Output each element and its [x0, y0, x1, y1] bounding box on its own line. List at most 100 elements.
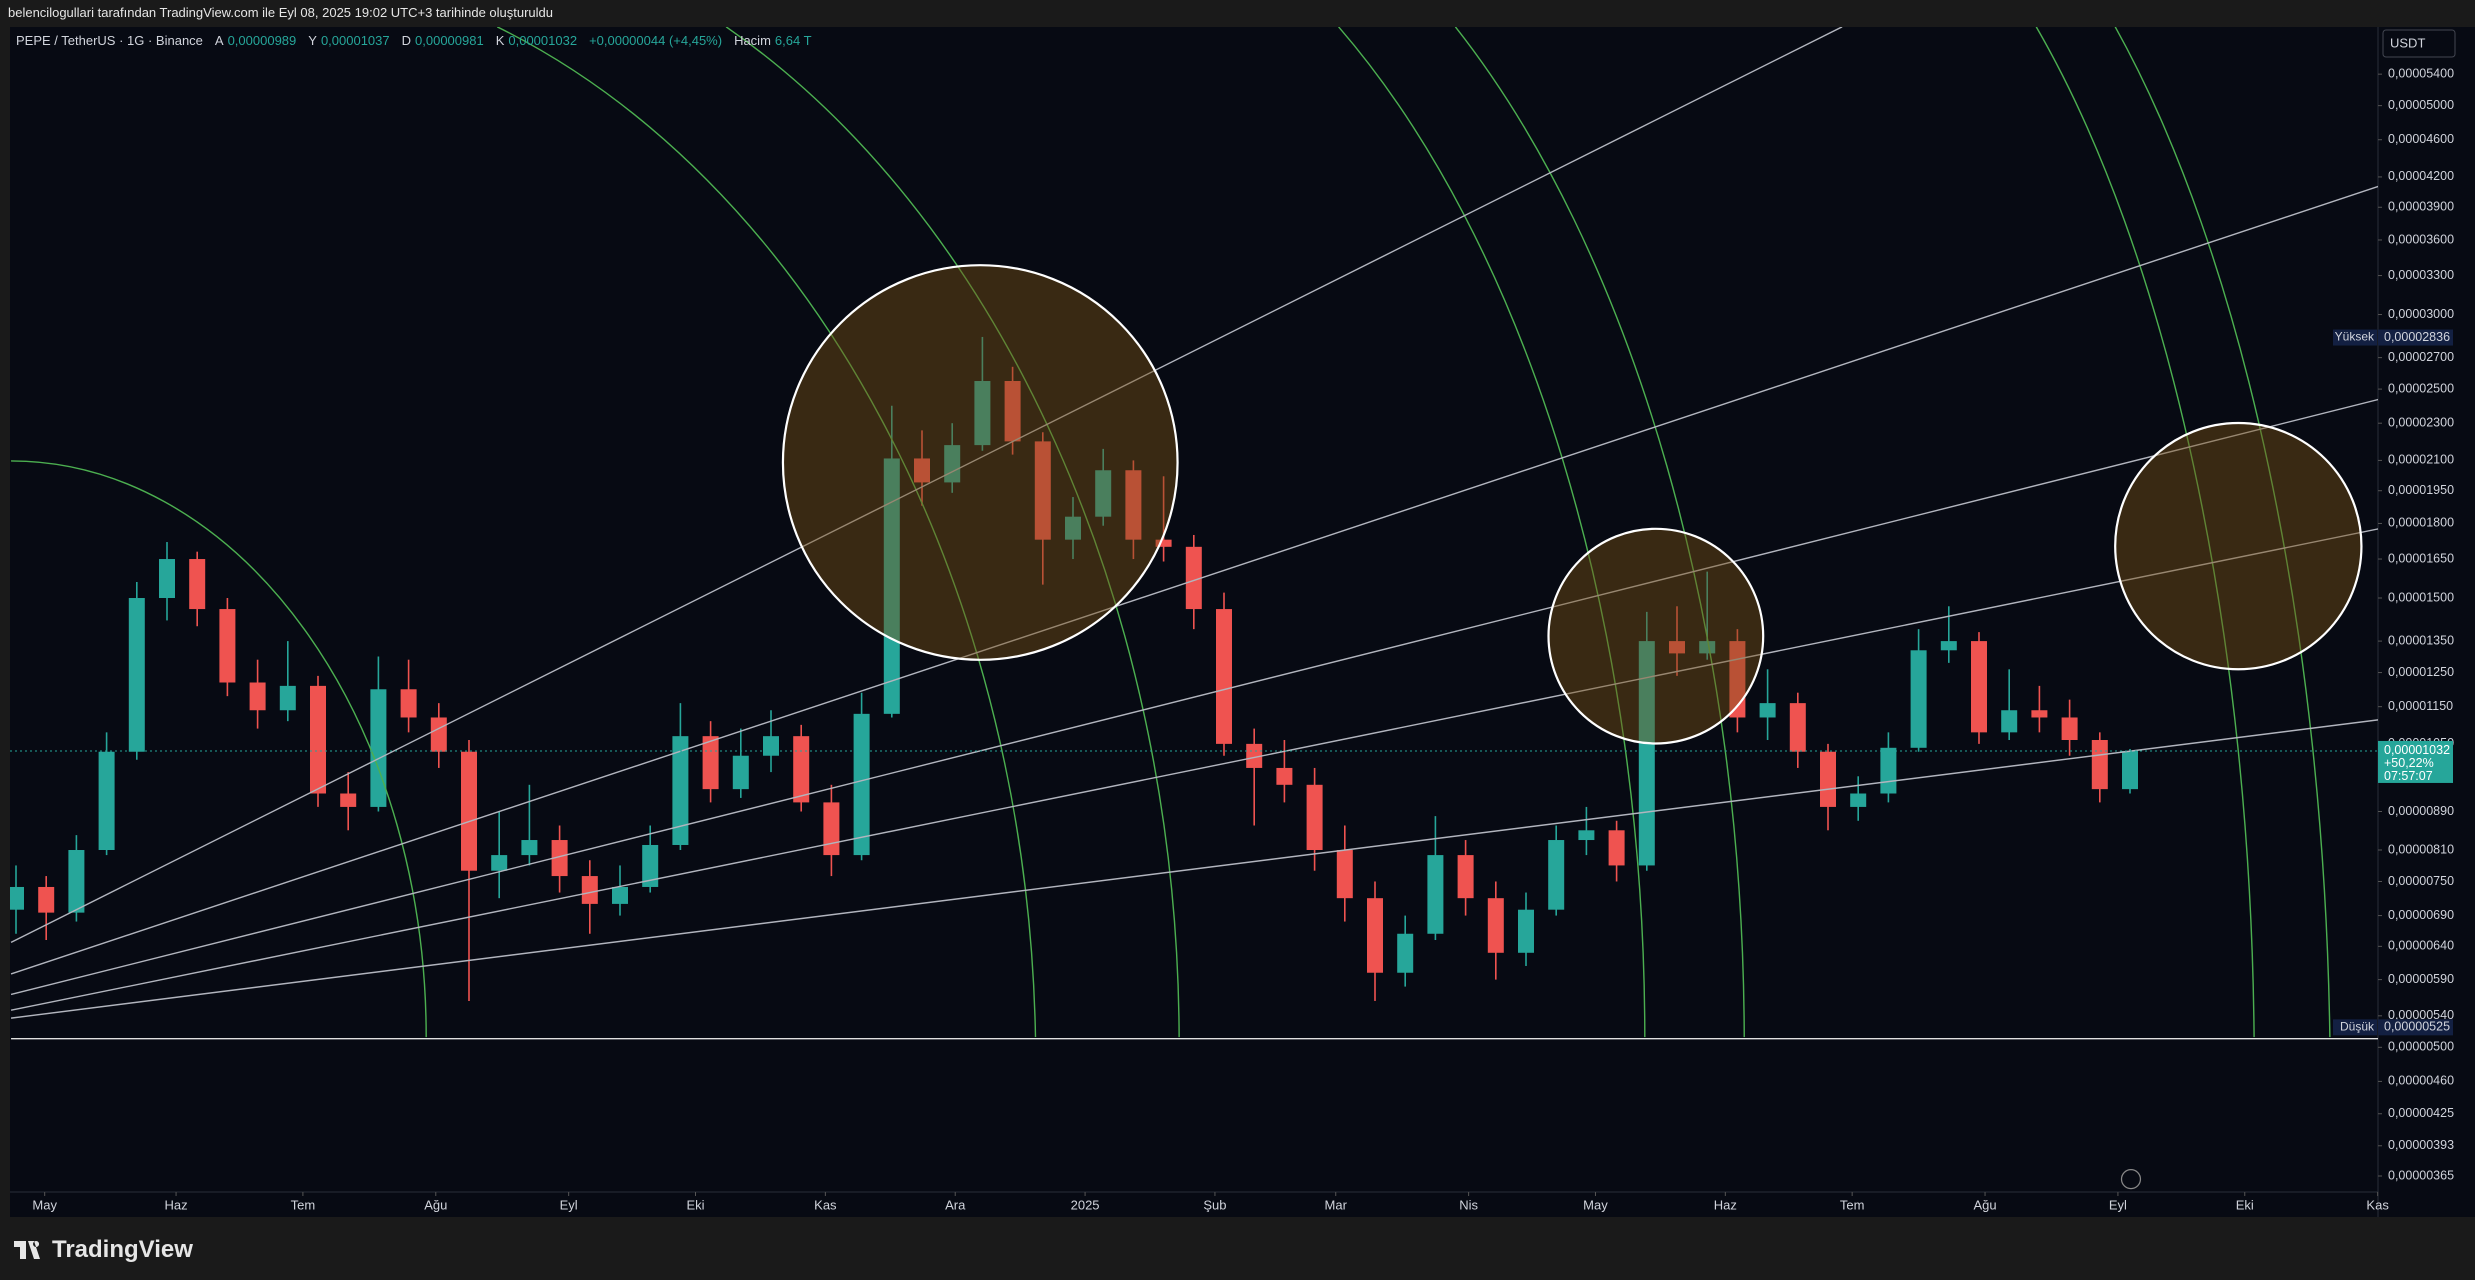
- fan-line: [10, 185, 2378, 975]
- x-tick-label: Kas: [814, 1197, 837, 1212]
- x-tick-label: Haz: [164, 1197, 187, 1212]
- x-tick-label: Ara: [945, 1197, 966, 1212]
- candle-body: [1759, 703, 1776, 718]
- price-axis: [2378, 27, 2475, 1217]
- y-tick-label: 0,00000365: [2388, 1168, 2454, 1182]
- candle-body: [491, 855, 508, 871]
- circle: [2114, 421, 2363, 671]
- y-tick-label: 0,00002300: [2388, 415, 2454, 429]
- y-tick-label: 0,00002500: [2388, 381, 2454, 395]
- x-tick-label: Haz: [1714, 1197, 1737, 1212]
- y-tick-label: 0,00001150: [2388, 699, 2453, 713]
- y-tick-label: 0,00002700: [2388, 350, 2454, 364]
- ohlc-key: Y: [308, 33, 317, 48]
- last-price-box: [2378, 740, 2453, 783]
- lightning-icon[interactable]: [2120, 1169, 2142, 1190]
- high-name: Yüksek: [2335, 330, 2375, 344]
- drawings: [10, 27, 2378, 1190]
- low-name: Düşük: [2340, 1020, 2375, 1034]
- y-tick-label: 0,00000460: [2388, 1074, 2454, 1088]
- brand: TradingView: [52, 1236, 193, 1263]
- y-tick-label: 0,00000540: [2388, 1008, 2454, 1022]
- y-tick-label: 0,00001500: [2388, 590, 2454, 604]
- candle-body: [763, 736, 779, 756]
- fan-line: [10, 398, 2378, 996]
- candle-body: [1367, 898, 1383, 973]
- high-name-box: [2333, 329, 2377, 346]
- y-tick-label: 0,00001800: [2388, 516, 2454, 530]
- y-tick-label: 0,00000810: [2388, 842, 2454, 856]
- x-tick-label: Mar: [1325, 1197, 1348, 1212]
- arc: [496, 27, 1037, 1038]
- y-tick-label: 0,00000590: [2388, 972, 2454, 986]
- candles: [10, 336, 2138, 1001]
- y-tick-label: 0,00001250: [2388, 665, 2454, 679]
- candle-body: [1246, 743, 1263, 768]
- arc: [11, 460, 427, 1038]
- currency-box[interactable]: [2382, 29, 2456, 58]
- y-tick-label: 0,00000890: [2388, 804, 2454, 818]
- candle-body: [551, 840, 568, 877]
- candle-body: [612, 886, 628, 904]
- candle-body: [853, 713, 870, 856]
- candle-body: [340, 793, 357, 807]
- candle-body: [1789, 703, 1806, 752]
- y-tick-label: 0,00003300: [2388, 268, 2454, 282]
- candle-body: [974, 381, 991, 446]
- x-tick-label: Eyl: [2109, 1197, 2127, 1212]
- candle-body: [1669, 641, 1685, 654]
- candle-body: [1397, 933, 1414, 973]
- symbol: PEPE / TetherUS · 1G · Binance: [16, 33, 203, 48]
- candle-body: [1125, 470, 1142, 540]
- volume: 6,64 T: [774, 33, 812, 48]
- arc: [1338, 27, 1646, 1038]
- candle-body: [68, 850, 85, 913]
- last-price: 0,00001032: [2384, 743, 2450, 757]
- y-tick-label: 0,00005000: [2388, 98, 2454, 112]
- candle-body: [219, 609, 236, 683]
- candle-body: [279, 685, 296, 711]
- y-tick-label: 0,00000425: [2388, 1106, 2454, 1120]
- arc: [2035, 27, 2255, 1038]
- candle-body: [189, 559, 206, 610]
- candle-body: [400, 689, 417, 718]
- ohlc-value: 0,00001032: [508, 33, 578, 48]
- candle-body: [1276, 767, 1293, 785]
- candle-body: [1457, 855, 1474, 899]
- candle-body: [1548, 840, 1565, 910]
- candle-body: [732, 755, 749, 790]
- fan-line: [10, 27, 1843, 943]
- candle-body: [1638, 641, 1655, 866]
- arc: [2114, 27, 2331, 1038]
- candle-body: [1940, 641, 1957, 651]
- candle-body: [2061, 717, 2078, 741]
- x-tick-label: Ağu: [1973, 1197, 1996, 1212]
- candle-body: [1004, 381, 1021, 442]
- candle-body: [1095, 470, 1112, 517]
- last-change: +50,22%: [2384, 756, 2434, 770]
- y-tick-label: 0,00003600: [2388, 232, 2454, 246]
- circle: [781, 264, 1179, 661]
- candle-body: [1850, 793, 1867, 807]
- currency: USDT: [2390, 35, 2425, 50]
- candle-body: [521, 840, 538, 856]
- fib-arcs: [11, 27, 2331, 1038]
- candle-body: [10, 886, 24, 910]
- candle-body: [672, 736, 689, 845]
- y-tick-label: 0,00005400: [2388, 66, 2454, 80]
- candle-body: [159, 559, 175, 599]
- y-tick-label: 0,00000640: [2388, 939, 2454, 953]
- countdown: 07:57:07: [2384, 769, 2433, 783]
- x-tick-label: Tem: [291, 1197, 316, 1212]
- y-tick-label: 0,00004200: [2388, 169, 2454, 183]
- footer: TradingView: [14, 1236, 193, 1264]
- header: belencilogullari tarafından TradingView.…: [8, 5, 554, 20]
- y-tick-label: 0,00000393: [2388, 1138, 2454, 1152]
- x-tick-label: Ağu: [424, 1197, 447, 1212]
- ohlc-value: 0,00000981: [415, 33, 484, 48]
- candle-body: [1306, 784, 1323, 851]
- x-tick-label: Nis: [1459, 1197, 1478, 1212]
- axis-layer: 0,00005400 0,00005000 0,00004600 0,00004200…: [32, 66, 2454, 1212]
